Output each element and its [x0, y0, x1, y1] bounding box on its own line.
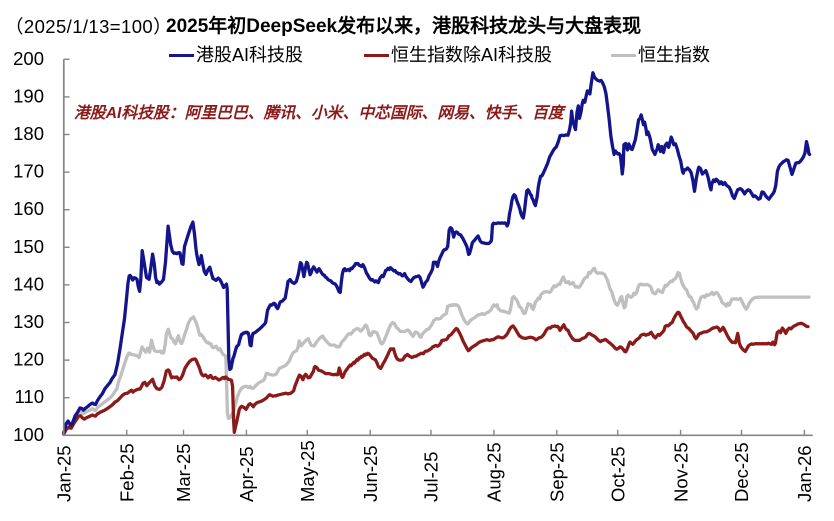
svg-text:110: 110 — [15, 386, 45, 407]
svg-text:160: 160 — [13, 198, 44, 219]
svg-text:190: 190 — [13, 85, 44, 106]
svg-text:140: 140 — [13, 273, 44, 294]
svg-text:Aug-25: Aug-25 — [484, 442, 505, 502]
svg-text:Oct-25: Oct-25 — [607, 446, 628, 502]
svg-text:200: 200 — [13, 48, 44, 69]
svg-text:180: 180 — [13, 123, 44, 144]
svg-text:120: 120 — [13, 349, 44, 370]
svg-text:Feb-25: Feb-25 — [116, 443, 137, 502]
svg-text:100: 100 — [13, 424, 44, 445]
svg-text:Mar-25: Mar-25 — [173, 443, 194, 502]
svg-text:Nov-25: Nov-25 — [670, 442, 691, 502]
svg-text:May-25: May-25 — [297, 440, 318, 502]
svg-text:Dec-25: Dec-25 — [731, 442, 752, 502]
svg-text:Jan-25: Jan-25 — [54, 445, 75, 502]
svg-text:Jun-25: Jun-25 — [360, 445, 381, 502]
svg-text:130: 130 — [13, 311, 44, 332]
svg-text:Jan-26: Jan-26 — [794, 445, 815, 502]
svg-text:Sep-25: Sep-25 — [547, 442, 568, 502]
svg-text:150: 150 — [13, 236, 44, 257]
svg-text:Apr-25: Apr-25 — [236, 446, 257, 502]
svg-text:170: 170 — [13, 161, 44, 182]
svg-text:Jul-25: Jul-25 — [421, 452, 442, 502]
